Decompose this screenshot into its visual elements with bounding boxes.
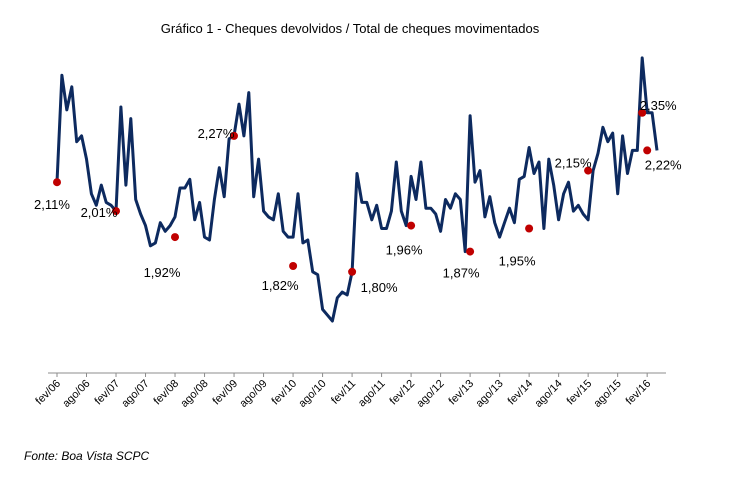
x-tick-label: fev/06	[33, 378, 63, 408]
data-marker	[638, 108, 647, 117]
x-tick-label: fev/10	[270, 378, 300, 408]
x-tick-label: fev/12	[388, 378, 418, 408]
x-tick-label: fev/11	[329, 378, 358, 407]
x-tick-label: fev/14	[506, 378, 536, 408]
series-line	[55, 56, 659, 323]
x-tick-label: ago/06	[60, 378, 92, 410]
source-note: Fonte: Boa Vista SCPC	[24, 449, 150, 463]
data-labels: 2,11% 2,01% 1,92% 2,27% 1,82% 1,80% 1,96% 1,87%…	[34, 98, 682, 295]
data-marker	[230, 131, 238, 140]
x-tick-label: fev/16	[624, 378, 654, 408]
data-label: 1,87%	[443, 266, 480, 281]
x-tick-label: ago/09	[237, 378, 269, 410]
x-tick-label: fev/15	[565, 378, 595, 408]
x-tick-label: ago/12	[414, 378, 446, 410]
data-marker	[171, 233, 179, 242]
data-label: 1,82%	[262, 278, 299, 293]
x-tick-label: ago/14	[532, 378, 564, 410]
data-label: 1,80%	[361, 280, 398, 295]
data-marker	[525, 224, 534, 233]
data-label: 1,95%	[499, 254, 536, 269]
x-tick-label: ago/08	[178, 378, 210, 410]
data-label: 1,96%	[386, 243, 423, 258]
chart-title: Gráfico 1 - Cheques devolvidos / Total d…	[161, 21, 540, 36]
data-label: 2,15%	[555, 156, 592, 171]
data-label: 2,27%	[198, 126, 235, 141]
data-marker	[643, 146, 652, 155]
data-markers	[53, 108, 652, 276]
x-tick-label: ago/15	[591, 378, 623, 410]
data-label: 2,11%	[34, 197, 70, 212]
x-tick-label: ago/11	[356, 378, 388, 410]
data-label: 1,92%	[144, 265, 181, 280]
data-marker	[289, 262, 298, 270]
x-tick-label: ago/13	[473, 378, 505, 410]
x-tick-label: fev/08	[151, 378, 181, 408]
x-tick-label: fev/13	[447, 378, 477, 408]
x-tick-label: fev/09	[210, 378, 240, 408]
data-marker	[584, 166, 593, 175]
data-marker	[348, 267, 357, 276]
data-label: 2,35%	[640, 98, 677, 113]
data-marker	[53, 178, 61, 187]
data-label: 2,22%	[645, 157, 682, 172]
data-marker	[407, 221, 416, 230]
data-label: 2,01%	[81, 205, 118, 220]
x-tick-label: ago/10	[296, 378, 328, 410]
data-marker	[466, 247, 475, 256]
x-tick-label: ago/07	[119, 378, 151, 410]
x-tick-label: fev/07	[92, 378, 122, 408]
data-marker	[112, 207, 120, 216]
